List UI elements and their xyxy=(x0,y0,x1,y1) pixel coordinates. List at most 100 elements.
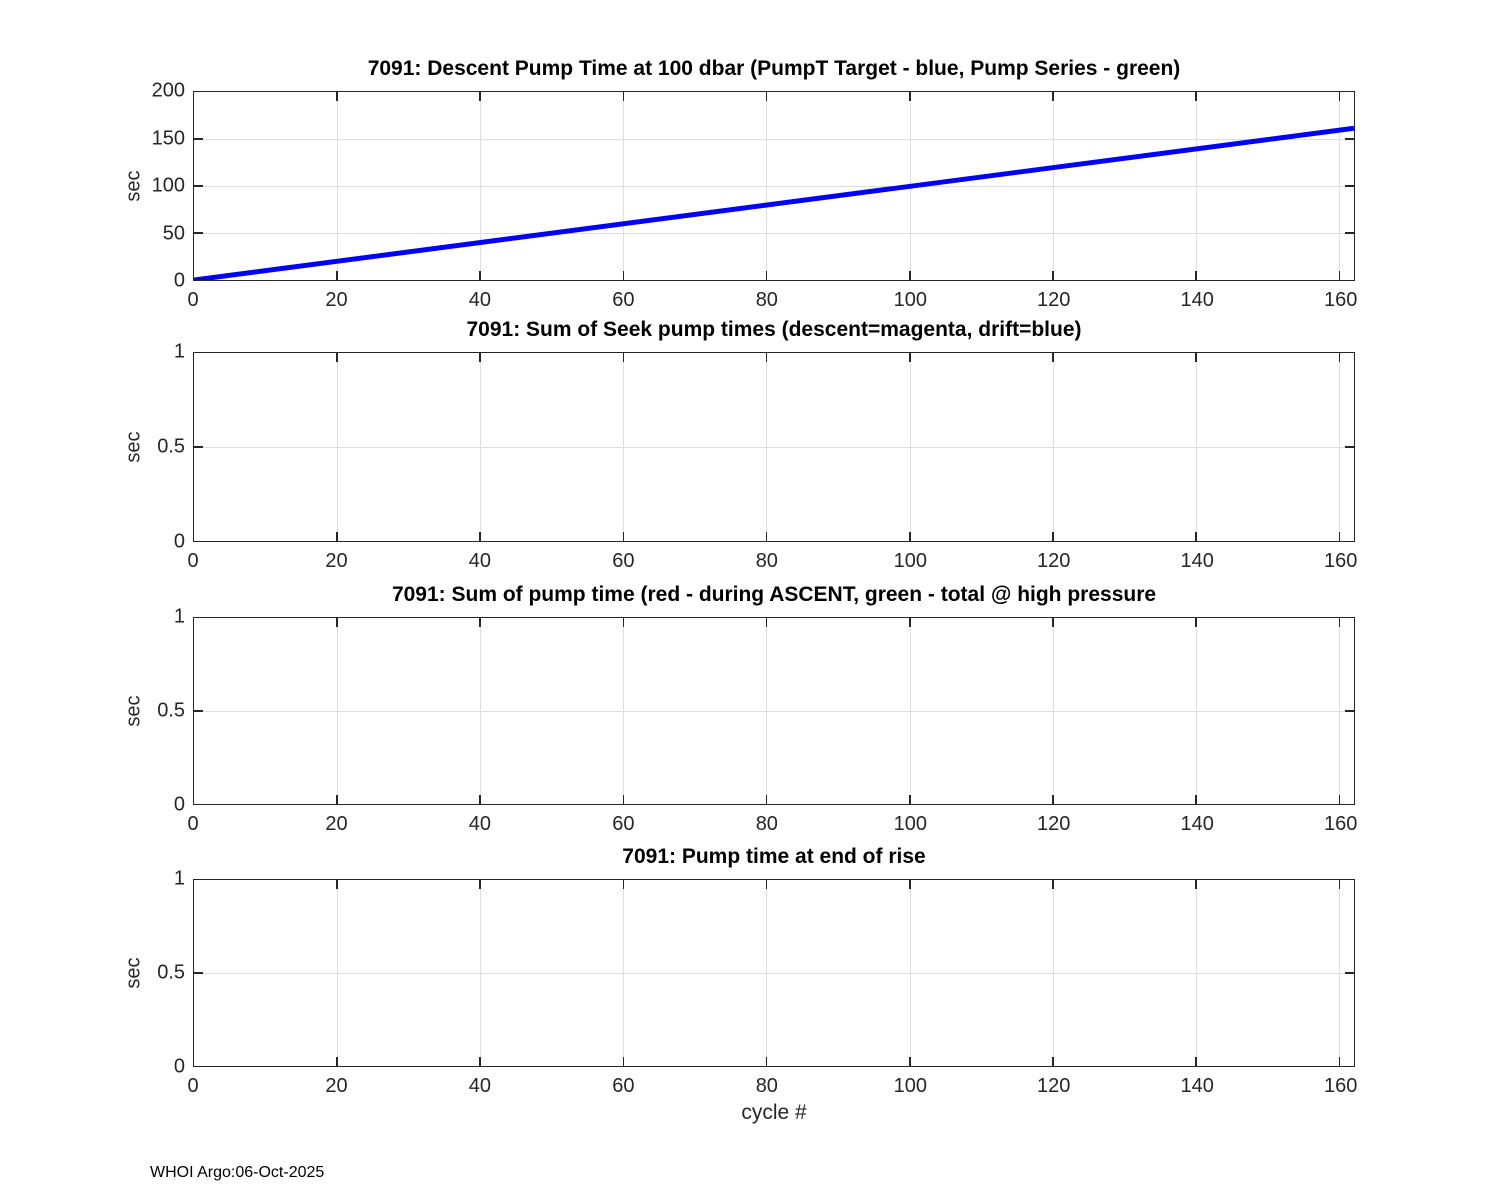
x-tick-label: 120 xyxy=(1037,289,1071,311)
tick-mark-x-bottom xyxy=(909,795,911,804)
tick-mark-x-top xyxy=(1195,618,1197,627)
x-tick-label: 140 xyxy=(1180,289,1214,311)
y-tick-label: 1 xyxy=(173,605,185,628)
x-tick-label: 20 xyxy=(325,289,348,311)
tick-mark-x-top xyxy=(909,353,911,362)
gridline-horizontal xyxy=(194,972,1354,974)
tick-mark-x-top xyxy=(336,353,338,362)
tick-mark-x-bottom xyxy=(479,795,481,804)
x-tick-label: 80 xyxy=(755,1075,778,1097)
x-tick-label: 80 xyxy=(755,813,778,835)
x-tick-label: 0 xyxy=(187,550,199,572)
tick-mark-y-left xyxy=(194,138,203,140)
x-tick-label: 100 xyxy=(893,550,927,572)
tick-mark-x-bottom xyxy=(909,1057,911,1066)
tick-mark-x-bottom xyxy=(622,795,625,804)
tick-mark-x-top xyxy=(909,92,911,101)
gridline-horizontal xyxy=(194,232,1354,234)
y-tick-label: 50 xyxy=(162,222,185,244)
tick-mark-y-right xyxy=(1345,138,1354,140)
x-axis-label: cycle # xyxy=(741,1101,807,1124)
tick-mark-x-bottom xyxy=(479,1057,481,1066)
x-tick-label: 20 xyxy=(325,1075,348,1097)
tick-mark-y-left xyxy=(194,710,203,712)
tick-mark-x-top xyxy=(1338,92,1341,101)
y-tick-label: 200 xyxy=(151,79,185,102)
plot-area xyxy=(193,352,1355,542)
x-tick-label: 120 xyxy=(1037,813,1071,835)
gridline-horizontal xyxy=(194,446,1354,448)
series-plot xyxy=(194,125,1354,280)
tick-mark-x-bottom xyxy=(336,271,338,280)
tick-mark-x-bottom xyxy=(622,532,625,541)
x-tick-label: 140 xyxy=(1180,1075,1214,1097)
series-line-pumpt-target xyxy=(194,125,1354,280)
y-axis-label: sec xyxy=(122,170,145,202)
tick-mark-x-top xyxy=(1338,880,1341,889)
tick-mark-x-bottom xyxy=(336,1057,338,1066)
tick-mark-x-bottom xyxy=(765,271,768,280)
tick-mark-y-left xyxy=(194,185,203,187)
tick-mark-x-bottom xyxy=(622,271,625,280)
tick-mark-x-top xyxy=(1195,353,1197,362)
tick-mark-y-left xyxy=(194,232,203,234)
x-tick-label: 0 xyxy=(187,1075,199,1097)
y-tick-label: 0.5 xyxy=(157,699,185,722)
footer-text: WHOI Argo:06-Oct-2025 xyxy=(150,1164,325,1181)
tick-mark-x-bottom xyxy=(336,795,338,804)
tick-mark-x-bottom xyxy=(1052,795,1054,804)
tick-mark-x-bottom xyxy=(1338,532,1341,541)
tick-mark-y-right xyxy=(1345,446,1354,448)
x-tick-label: 100 xyxy=(893,1075,927,1097)
x-tick-label: 60 xyxy=(612,550,635,572)
tick-mark-x-top xyxy=(765,353,768,362)
tick-mark-x-top xyxy=(1052,880,1054,889)
tick-mark-x-top xyxy=(1052,353,1054,362)
y-tick-label: 1 xyxy=(173,867,185,890)
x-tick-label: 40 xyxy=(468,550,492,572)
tick-mark-x-top xyxy=(622,92,625,101)
tick-mark-x-top xyxy=(765,92,768,101)
tick-mark-x-top xyxy=(1052,618,1054,627)
tick-mark-x-top xyxy=(1052,92,1054,101)
tick-mark-x-top xyxy=(479,353,481,362)
tick-mark-x-top xyxy=(336,618,338,627)
x-tick-label: 60 xyxy=(612,813,635,835)
gridline-horizontal xyxy=(194,138,1354,140)
tick-mark-x-top xyxy=(479,618,481,627)
tick-mark-x-bottom xyxy=(1195,1057,1197,1066)
tick-mark-x-bottom xyxy=(765,532,768,541)
tick-mark-x-top xyxy=(1195,880,1197,889)
tick-mark-x-bottom xyxy=(909,532,911,541)
tick-mark-x-bottom xyxy=(1195,795,1197,804)
plot-area xyxy=(193,879,1355,1067)
gridline-horizontal xyxy=(194,185,1354,187)
plot-area xyxy=(193,91,1355,281)
tick-mark-x-bottom xyxy=(1338,795,1341,804)
tick-mark-x-top xyxy=(765,618,768,627)
tick-mark-x-top xyxy=(479,880,481,889)
x-tick-label: 140 xyxy=(1180,550,1214,572)
x-tick-label: 160 xyxy=(1323,1075,1358,1097)
tick-mark-y-left xyxy=(194,446,203,448)
tick-mark-x-bottom xyxy=(1052,1057,1054,1066)
x-tick-label: 0 xyxy=(187,813,199,835)
tick-mark-x-bottom xyxy=(1338,271,1341,280)
chart-title: 7091: Descent Pump Time at 100 dbar (Pum… xyxy=(367,57,1181,80)
x-tick-label: 160 xyxy=(1323,550,1358,572)
y-tick-label: 0.5 xyxy=(157,435,185,458)
y-tick-label: 0 xyxy=(173,1055,185,1078)
tick-mark-x-top xyxy=(622,618,625,627)
x-tick-label: 40 xyxy=(468,289,492,311)
x-tick-label: 120 xyxy=(1037,1075,1071,1097)
y-tick-label: 150 xyxy=(151,127,185,149)
y-axis-label: sec xyxy=(122,957,145,989)
tick-mark-x-bottom xyxy=(1195,271,1197,280)
tick-mark-x-bottom xyxy=(1195,532,1197,541)
tick-mark-y-right xyxy=(1345,185,1354,187)
x-tick-label: 20 xyxy=(325,813,348,835)
tick-mark-x-top xyxy=(909,618,911,627)
tick-mark-y-right xyxy=(1345,232,1354,234)
y-tick-label: 100 xyxy=(151,174,185,197)
